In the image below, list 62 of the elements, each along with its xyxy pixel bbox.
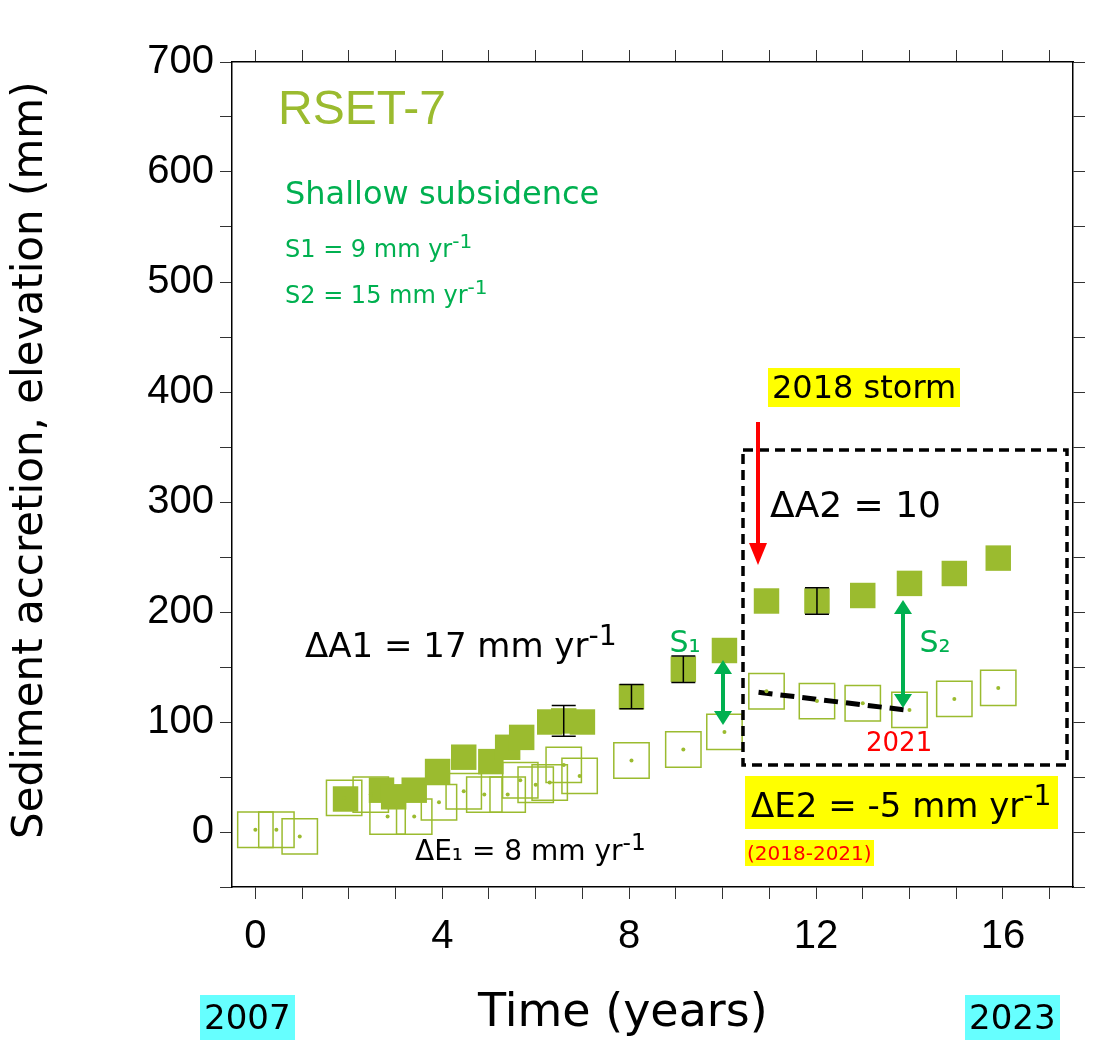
point	[979, 669, 1017, 707]
chart-title: RSET-7	[278, 81, 447, 135]
x-tick-label: 0	[244, 912, 267, 957]
point	[531, 764, 569, 801]
annotation: ΔE2 = -5 mm yr$^{-1}$	[745, 776, 1058, 829]
y-tick-label: 600	[147, 147, 214, 192]
y-axis-title: Sediment accretion, elevation (mm)	[3, 81, 52, 839]
point	[941, 560, 968, 587]
text: 2023	[965, 995, 1060, 1041]
x-tick-label: 8	[618, 912, 641, 957]
y-tick-label: 400	[147, 367, 214, 412]
point	[753, 588, 780, 614]
annotation: ΔE₁ = 8 mm yr$^{-1}$	[415, 828, 646, 868]
y-tick-label: 200	[147, 587, 214, 632]
point	[935, 680, 973, 718]
x-axis-title: Time (years)	[478, 983, 768, 1037]
annotation: S2 = 15 mm yr$^{-1}$	[285, 275, 488, 309]
x-tick-label: 16	[980, 912, 1026, 957]
annotation: Shallow subsidence	[285, 174, 600, 212]
y-tick-label: 700	[147, 37, 214, 82]
annotation: 2021	[866, 727, 933, 757]
point	[561, 757, 599, 795]
x-tick-label: 4	[431, 912, 454, 957]
x-tick-label: 12	[793, 912, 839, 957]
point	[664, 731, 702, 768]
point	[891, 691, 928, 729]
point	[748, 672, 785, 710]
point	[451, 744, 477, 770]
y-tick-label: 300	[147, 477, 214, 522]
point	[545, 746, 583, 784]
point	[517, 766, 555, 804]
annotation: ΔA2 = 10	[770, 484, 942, 525]
point	[985, 545, 1011, 571]
point	[711, 637, 738, 664]
point	[613, 742, 650, 779]
point	[896, 570, 923, 597]
point	[706, 713, 743, 751]
point	[257, 811, 295, 849]
annotation: ΔA1 = 17 mm yr$^{-1}$	[305, 619, 617, 666]
point	[236, 811, 274, 849]
point	[281, 817, 319, 855]
y-tick-label: 500	[147, 257, 214, 302]
point	[401, 777, 427, 803]
point	[465, 776, 503, 814]
point	[508, 724, 535, 751]
annotation: S₂	[919, 624, 951, 660]
annotation: 2018 storm	[768, 368, 961, 408]
point	[489, 776, 527, 814]
point	[501, 761, 539, 799]
point	[569, 709, 596, 735]
point	[424, 758, 451, 785]
y-tick-label: 100	[147, 697, 214, 742]
y-tick-label: 0	[191, 807, 214, 852]
point	[325, 779, 363, 817]
point	[850, 582, 876, 609]
text: 2007	[200, 995, 295, 1041]
point	[844, 684, 882, 722]
annotation: (2018-2021)	[745, 840, 874, 866]
annotation: S₁	[669, 623, 701, 659]
point	[798, 682, 836, 720]
annotation: S1 = 9 mm yr$^{-1}$	[285, 229, 473, 263]
point	[445, 772, 483, 810]
